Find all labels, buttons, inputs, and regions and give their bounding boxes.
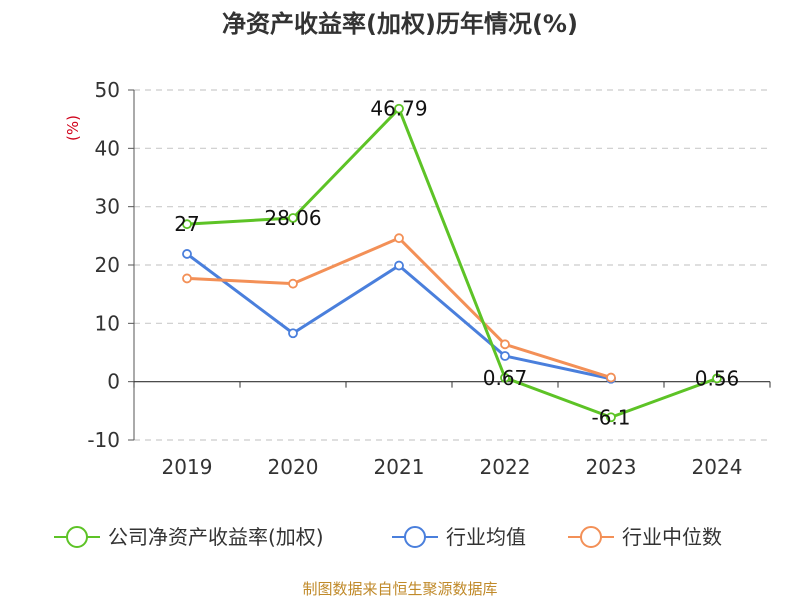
x-tick-label: 2023	[586, 455, 637, 479]
data-label: 46.79	[370, 97, 427, 121]
series-line-0	[186, 107, 718, 419]
y-tick-label: 50	[95, 78, 120, 102]
legend-marker-circle	[404, 526, 426, 548]
data-point	[182, 273, 192, 284]
x-tick-label: 2020	[268, 455, 319, 479]
data-point	[500, 351, 510, 361]
y-tick-label: 30	[95, 195, 120, 219]
data-point	[288, 328, 298, 339]
data-point	[394, 103, 404, 114]
x-tick-label: 2021	[374, 455, 425, 479]
data-point	[712, 373, 722, 384]
data-point	[182, 219, 192, 230]
legend-marker-circle	[66, 526, 88, 548]
data-point	[500, 372, 510, 383]
legend-label: 公司净资产收益率(加权)	[108, 525, 324, 549]
data-point	[606, 372, 616, 383]
data-point	[288, 213, 298, 223]
x-tick-label: 2022	[480, 455, 531, 479]
data-label: 0.67	[483, 366, 528, 390]
data-point	[500, 339, 510, 350]
data-label: 0.56	[695, 366, 740, 390]
y-tick-label: 40	[95, 136, 120, 160]
legend-marker-circle	[580, 526, 602, 548]
data-point	[288, 278, 298, 289]
data-label: -6.1	[591, 405, 630, 429]
data-label: 27	[174, 212, 199, 236]
y-tick-label: 0	[107, 370, 120, 394]
data-label: 28.06	[264, 206, 321, 230]
y-tick-label: -10	[87, 428, 120, 452]
data-point	[182, 249, 192, 259]
x-tick-label: 2019	[162, 455, 213, 479]
y-tick-label: 20	[95, 253, 120, 277]
data-point	[606, 412, 616, 423]
legend-label: 行业中位数	[622, 525, 722, 549]
data-point	[394, 260, 404, 271]
x-tick-label: 2024	[692, 455, 743, 479]
chart-title: 净资产收益率(加权)历年情况(%)	[222, 10, 578, 38]
y-tick-label: 10	[95, 311, 120, 335]
data-point	[394, 233, 404, 244]
series-line-1	[186, 252, 612, 381]
legend-label: 行业均值	[446, 525, 526, 549]
series-line-2	[186, 236, 612, 380]
source-footer: 制图数据来自恒生聚源数据库	[302, 580, 498, 598]
y-axis-unit-label: (%)	[64, 115, 82, 141]
